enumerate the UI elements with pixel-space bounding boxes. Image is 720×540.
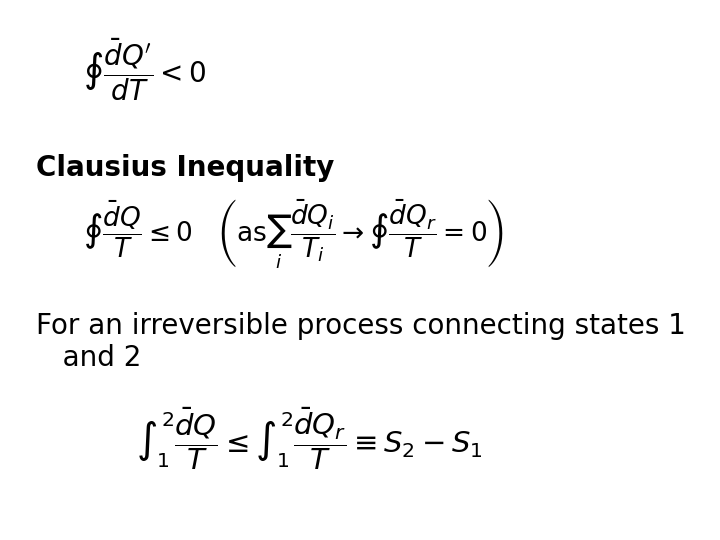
Text: $\oint \dfrac{\bar{d}Q}{T} \leq 0 \quad \left(\mathrm{as} \sum_{i} \dfrac{\bar{d: $\oint \dfrac{\bar{d}Q}{T} \leq 0 \quad … <box>84 197 504 269</box>
Text: For an irreversible process connecting states 1
   and 2: For an irreversible process connecting s… <box>36 312 686 373</box>
Text: $\oint \dfrac{\bar{d}Q'}{dT} < 0$: $\oint \dfrac{\bar{d}Q'}{dT} < 0$ <box>84 37 207 103</box>
Text: Clausius Inequality: Clausius Inequality <box>36 154 335 183</box>
Text: $\int_{1}^{2} \dfrac{\bar{d}Q}{T} \leq \int_{1}^{2} \dfrac{\bar{d}Q_r}{T} \equiv: $\int_{1}^{2} \dfrac{\bar{d}Q}{T} \leq \… <box>136 405 483 472</box>
